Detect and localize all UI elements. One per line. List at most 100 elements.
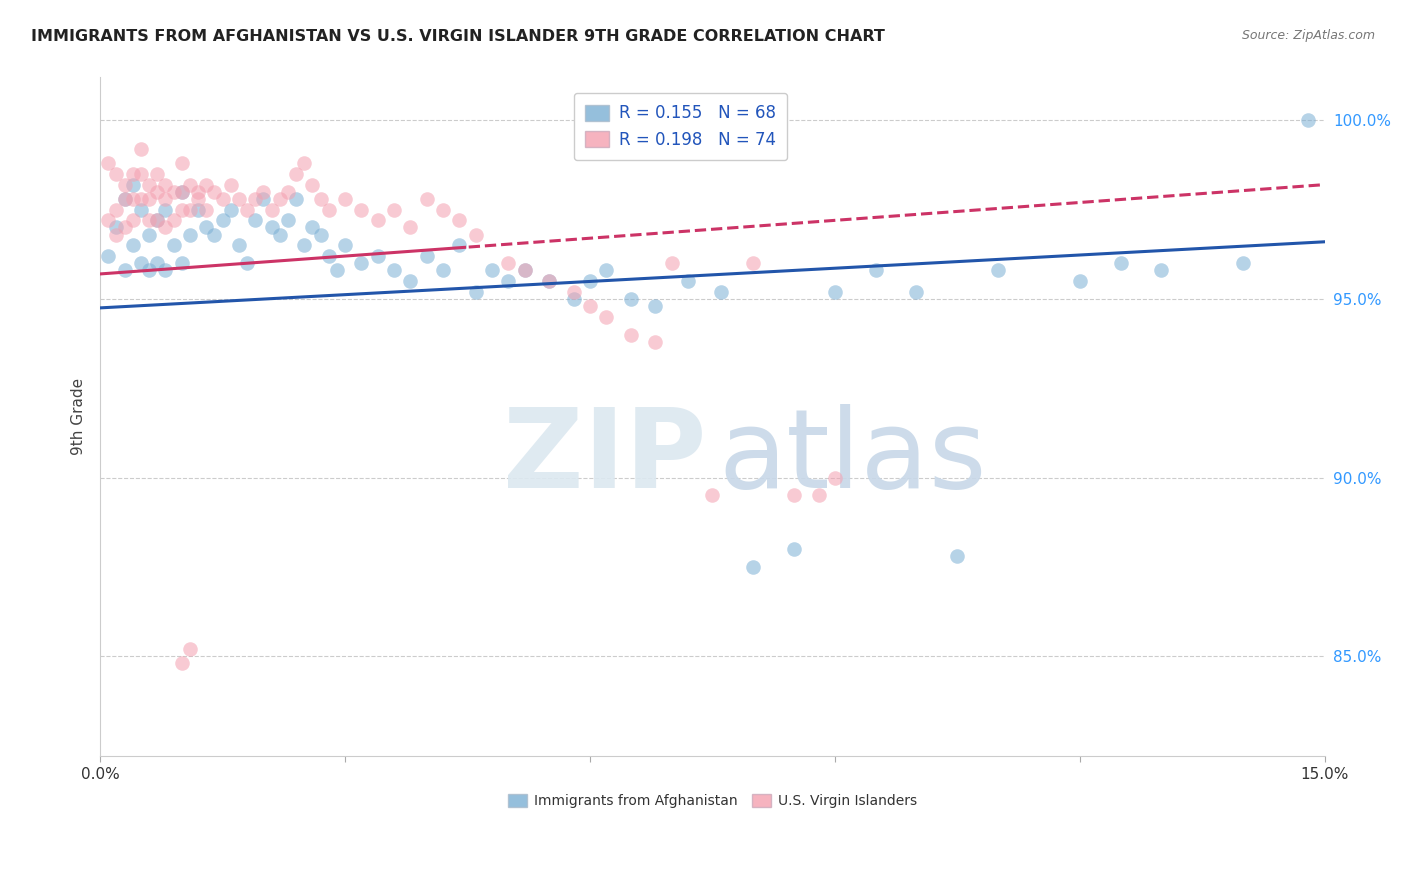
Point (807, 488, 830, 502)
Point (179, 642, 201, 657)
Point (146, 167, 169, 181)
Point (644, 299, 666, 313)
Point (121, 213, 143, 227)
Point (105, 202, 128, 217)
Point (350, 202, 373, 217)
Point (97, 213, 120, 227)
Point (138, 178, 160, 192)
Point (170, 185, 193, 199)
Point (269, 192, 291, 206)
Point (498, 274, 520, 288)
Point (260, 220, 283, 235)
Point (245, 213, 267, 227)
Point (121, 178, 143, 192)
Point (432, 263, 454, 277)
Point (170, 256, 193, 270)
Legend: Immigrants from Afghanistan, U.S. Virgin Islanders: Immigrants from Afghanistan, U.S. Virgin… (502, 789, 922, 814)
Point (236, 256, 259, 270)
Point (162, 238, 184, 252)
Point (170, 156, 193, 170)
Point (301, 220, 323, 235)
Point (146, 213, 169, 227)
Point (129, 256, 152, 270)
Point (187, 192, 209, 206)
Point (114, 192, 136, 206)
Point (1069, 274, 1091, 288)
Point (285, 192, 308, 206)
Point (513, 263, 536, 277)
Point (179, 202, 201, 217)
Point (204, 185, 226, 199)
Point (129, 167, 152, 181)
Point (562, 292, 585, 306)
Point (187, 202, 209, 217)
Point (114, 192, 136, 206)
Point (783, 542, 806, 557)
Point (333, 192, 356, 206)
Point (783, 488, 806, 502)
Point (464, 227, 486, 242)
Point (105, 227, 128, 242)
Point (155, 178, 177, 192)
Point (219, 178, 242, 192)
Point (195, 220, 218, 235)
Point (129, 142, 152, 156)
Point (146, 256, 169, 270)
Point (318, 202, 340, 217)
Point (105, 167, 128, 181)
Point (595, 263, 617, 277)
Point (1109, 256, 1132, 270)
Point (228, 238, 250, 252)
Point (579, 299, 602, 313)
Point (114, 263, 136, 277)
Point (987, 263, 1010, 277)
Point (162, 185, 184, 199)
Point (449, 213, 471, 227)
Point (170, 202, 193, 217)
Text: Source: ZipAtlas.com: Source: ZipAtlas.com (1241, 29, 1375, 42)
Point (114, 178, 136, 192)
Point (415, 192, 437, 206)
Point (195, 178, 218, 192)
Point (449, 238, 471, 252)
Point (105, 220, 128, 235)
Point (865, 263, 887, 277)
Point (121, 192, 143, 206)
Point (129, 202, 152, 217)
Point (195, 202, 218, 217)
Point (644, 334, 666, 349)
Point (179, 227, 201, 242)
Point (415, 249, 437, 263)
Point (138, 192, 160, 206)
Text: IMMIGRANTS FROM AFGHANISTAN VS U.S. VIRGIN ISLANDER 9TH GRADE CORRELATION CHART: IMMIGRANTS FROM AFGHANISTAN VS U.S. VIRG… (31, 29, 884, 44)
Point (252, 192, 274, 206)
Point (620, 327, 643, 342)
Point (155, 220, 177, 235)
Point (326, 263, 349, 277)
Point (138, 227, 160, 242)
Point (333, 238, 356, 252)
Point (562, 285, 585, 299)
Point (432, 202, 454, 217)
Point (121, 238, 143, 252)
Point (292, 156, 315, 170)
Point (481, 263, 503, 277)
Point (742, 256, 765, 270)
Point (204, 227, 226, 242)
Point (824, 470, 846, 484)
Point (513, 263, 536, 277)
Point (292, 238, 315, 252)
Point (211, 192, 233, 206)
Point (245, 192, 267, 206)
Point (620, 292, 643, 306)
Point (318, 249, 340, 263)
Text: ZIP: ZIP (503, 404, 706, 511)
Point (155, 263, 177, 277)
Point (187, 185, 209, 199)
Point (236, 202, 259, 217)
Point (742, 560, 765, 574)
Point (538, 274, 561, 288)
Point (155, 192, 177, 206)
Point (114, 220, 136, 235)
Point (367, 249, 389, 263)
